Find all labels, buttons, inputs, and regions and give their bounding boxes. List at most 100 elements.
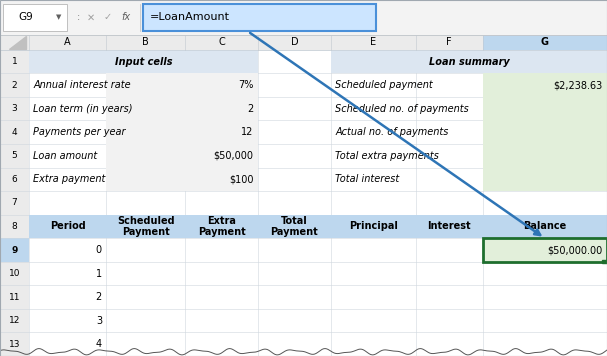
Text: =LoanAmount: =LoanAmount [150,12,230,22]
Text: 3: 3 [96,316,102,326]
Bar [29,50,607,356]
Text: 10: 10 [9,269,20,278]
Text: ✕: ✕ [87,12,95,22]
Text: Input cells: Input cells [115,57,172,67]
Text: Extra payment: Extra payment [33,174,106,184]
Bar [0,73,29,97]
Text: Total interest: Total interest [335,174,399,184]
Bar [602,260,607,263]
Bar [106,144,185,168]
Bar [0,35,29,50]
Bar [0,238,29,262]
Text: 2: 2 [96,292,102,302]
FancyBboxPatch shape [143,4,376,31]
Text: 9: 9 [12,246,18,255]
Text: 2: 2 [248,104,254,114]
Text: Interest: Interest [427,221,471,231]
Bar [106,215,185,238]
Bar [185,120,258,144]
Bar [0,97,29,120]
Text: D: D [291,37,298,47]
Bar [416,215,483,238]
Text: Total
Payment: Total Payment [271,216,318,237]
Text: 12: 12 [9,316,20,325]
Bar [185,97,258,120]
Bar [106,97,185,120]
Bar [185,144,258,168]
Text: :: : [77,12,80,22]
FancyBboxPatch shape [3,4,67,31]
Bar [0,50,29,73]
Text: 1: 1 [96,268,102,279]
Text: Balance: Balance [523,221,566,231]
Text: 11: 11 [9,293,20,302]
Text: 4: 4 [12,128,18,137]
Text: $2,238.63: $2,238.63 [554,80,603,90]
Text: Actual no. of payments: Actual no. of payments [335,127,449,137]
Text: 2: 2 [12,81,18,90]
Text: C: C [218,37,225,47]
Bar [29,215,106,238]
Bar [185,35,258,50]
Bar [0,168,29,191]
Bar [0,120,29,144]
Bar [106,35,185,50]
Text: Period: Period [50,221,86,231]
Text: $100: $100 [229,174,254,184]
Text: 1: 1 [12,57,18,66]
Bar [483,120,607,144]
Text: Loan summary: Loan summary [429,57,509,67]
Text: 6: 6 [12,175,18,184]
Bar [0,191,29,215]
Bar [185,215,258,238]
Bar [483,144,607,168]
Bar [331,50,607,73]
Text: E: E [370,37,376,47]
Bar [331,215,416,238]
Bar [416,35,483,50]
Bar [483,168,607,191]
Text: 12: 12 [242,127,254,137]
Text: Annual interest rate: Annual interest rate [33,80,131,90]
Bar [0,215,29,238]
Bar [106,168,185,191]
Text: 7%: 7% [239,80,254,90]
Text: 13: 13 [9,340,20,349]
Text: $50,000: $50,000 [214,151,254,161]
Bar [0,309,29,333]
Text: Extra
Payment: Extra Payment [198,216,245,237]
Text: ✓: ✓ [104,12,112,22]
Bar [0,262,29,286]
Text: Loan term (in years): Loan term (in years) [33,104,133,114]
Text: Scheduled payment: Scheduled payment [335,80,433,90]
Text: Total extra payments: Total extra payments [335,151,439,161]
Text: Payments per year: Payments per year [33,127,126,137]
Bar [106,120,185,144]
Text: 5: 5 [12,151,18,160]
Bar [331,35,416,50]
Polygon shape [8,36,26,49]
Text: 4: 4 [96,339,102,349]
Text: Scheduled
Payment: Scheduled Payment [117,216,174,237]
Bar [29,35,106,50]
Text: G: G [541,37,549,47]
Bar [0,144,29,168]
Bar [185,73,258,97]
Text: Loan amount: Loan amount [33,151,98,161]
Text: $50,000.00: $50,000.00 [548,245,603,255]
Text: ▼: ▼ [56,15,61,20]
Bar [483,238,607,262]
Text: B: B [142,37,149,47]
Bar [29,50,258,73]
Bar [483,97,607,120]
Text: F: F [446,37,452,47]
Bar [483,238,607,262]
Text: G9: G9 [18,12,33,22]
Bar [258,215,331,238]
Text: fx: fx [121,12,131,22]
Text: Scheduled no. of payments: Scheduled no. of payments [335,104,469,114]
Text: 7: 7 [12,198,18,208]
Bar [258,35,331,50]
Bar [483,73,607,97]
Bar [106,73,185,97]
